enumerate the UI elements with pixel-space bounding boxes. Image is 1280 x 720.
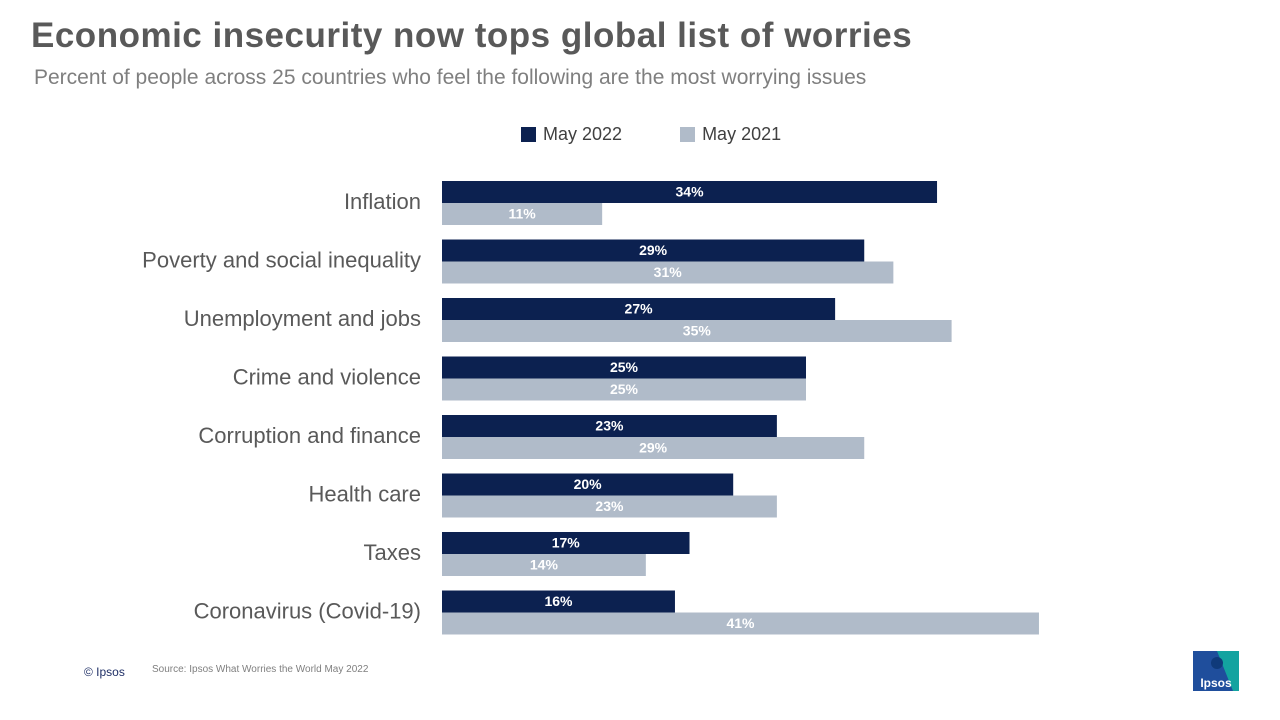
ipsos-logo: Ipsos: [1193, 651, 1239, 691]
data-label-health-care-may-2022: 20%: [574, 476, 603, 492]
source-note: Source: Ipsos What Worries the World May…: [152, 664, 369, 675]
logo-circle-mark: [1211, 657, 1223, 669]
legend-item-may-2021: May 2021: [680, 124, 781, 145]
legend-label-may-2021: May 2021: [702, 123, 782, 144]
bar-poverty-and-social-inequality-may-2022: [442, 239, 865, 262]
legend-item-may-2022: May 2022: [521, 124, 622, 145]
legend-swatch-may-2021: [680, 126, 696, 142]
bar-taxes-may-2022: [442, 532, 690, 554]
legend-label-may-2022: May 2022: [543, 123, 623, 144]
category-label-coronavirus-covid-19: Coronavirus (Covid-19): [194, 598, 421, 623]
category-label-corruption-and-finance: Corruption and finance: [198, 423, 421, 448]
category-label-unemployment-and-jobs: Unemployment and jobs: [184, 306, 421, 331]
category-label-poverty-and-social-inequality: Poverty and social inequality: [142, 247, 421, 272]
chart-legend: May 2022 May 2021: [521, 123, 839, 145]
data-label-poverty-and-social-inequality-may-2021: 31%: [654, 264, 683, 280]
data-label-unemployment-and-jobs-may-2022: 27%: [625, 301, 654, 317]
bar-corruption-and-finance-may-2022: [442, 415, 777, 437]
data-label-corruption-and-finance-may-2021: 29%: [639, 440, 668, 456]
bar-coronavirus-covid-19-may-2022: [442, 590, 675, 613]
category-label-inflation: Inflation: [344, 189, 421, 214]
category-label-taxes: Taxes: [364, 540, 421, 565]
copyright-text: © Ipsos: [84, 665, 125, 679]
data-label-inflation-may-2021: 11%: [508, 206, 536, 222]
bar-coronavirus-covid-19-may-2021: [442, 612, 1039, 635]
bar-unemployment-and-jobs-may-2022: [442, 298, 836, 320]
category-label-health-care: Health care: [308, 481, 421, 506]
bar-taxes-may-2021: [442, 554, 646, 576]
bar-health-care-may-2021: [442, 495, 777, 518]
bar-crime-and-violence-may-2021: [442, 378, 806, 401]
bar-health-care-may-2022: [442, 473, 734, 496]
bar-inflation-may-2021: [442, 203, 603, 225]
data-label-inflation-may-2022: 34%: [676, 184, 705, 200]
bar-crime-and-violence-may-2022: [442, 356, 806, 379]
category-label-crime-and-violence: Crime and violence: [233, 364, 421, 389]
bar-poverty-and-social-inequality-may-2021: [442, 261, 894, 284]
legend-swatch-may-2022: [521, 126, 536, 142]
data-label-taxes-may-2021: 14%: [530, 557, 559, 573]
data-label-health-care-may-2021: 23%: [595, 498, 624, 514]
logo-text: Ipsos: [1200, 676, 1232, 690]
data-label-crime-and-violence-may-2022: 25%: [610, 359, 639, 375]
bar-unemployment-and-jobs-may-2021: [442, 320, 952, 342]
data-label-coronavirus-covid-19-may-2022: 16%: [544, 593, 573, 609]
data-label-coronavirus-covid-19-may-2021: 41%: [726, 615, 755, 631]
bar-inflation-may-2022: [442, 181, 938, 203]
data-label-crime-and-violence-may-2021: 25%: [610, 381, 639, 397]
chart-title: Economic insecurity now tops global list…: [31, 16, 913, 55]
chart-subtitle: Percent of people across 25 countries wh…: [34, 66, 867, 89]
bar-corruption-and-finance-may-2021: [442, 437, 865, 459]
data-label-poverty-and-social-inequality-may-2022: 29%: [639, 242, 668, 258]
data-label-unemployment-and-jobs-may-2021: 35%: [683, 323, 712, 339]
data-label-taxes-may-2022: 17%: [552, 535, 581, 551]
data-label-corruption-and-finance-may-2022: 23%: [595, 418, 624, 434]
